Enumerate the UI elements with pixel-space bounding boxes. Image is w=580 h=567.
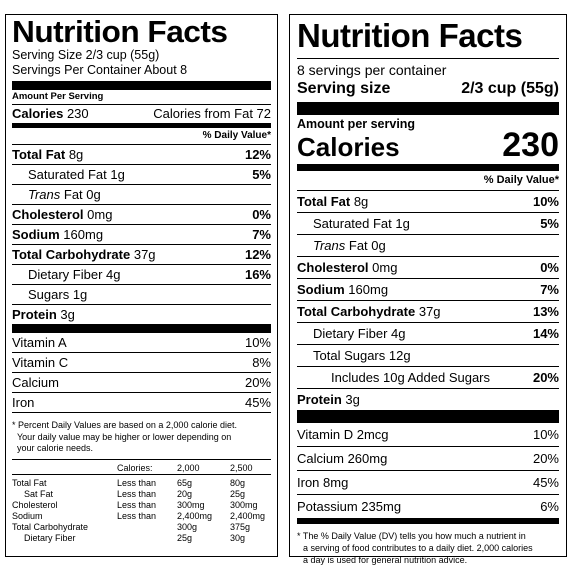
old-servings-per-container: Servings Per Container About 8 [12,63,188,77]
old-dv-table-row: Total Carbohydrate 300g 375g [12,521,251,532]
old-row-vitamin-a: Vitamin A 10% [12,335,271,350]
old-dv-table-row: Sat Fat Less than 20g 25g [24,488,246,499]
old-dv-table-row: Sodium Less than 2,400mg 2,400mg [12,510,266,521]
old-calories-row: Calories 230 Calories from Fat 72 [12,104,271,123]
new-row-total-fat: Total Fat 8g 10% [297,190,559,212]
old-dv-table-row: Cholesterol Less than 300mg 300mg [12,499,258,510]
old-dv-header: % Daily Value* [202,130,271,141]
new-row-sodium: Sodium 160mg 7% [297,278,559,300]
new-row-iron: Iron 8mg 45% [297,470,559,494]
new-calories-value: 230 [502,126,559,164]
old-row-sodium: Sodium 160mg 7% [12,224,271,244]
new-thick-divider [297,102,559,115]
new-servings-per-container: 8 servings per container [297,62,447,78]
new-label-title: Nutrition Facts [297,17,523,54]
old-nutrition-label: Nutrition Facts Serving Size 2/3 cup (55… [5,14,278,557]
old-thick-divider-2 [12,324,271,333]
old-row-protein: Protein 3g [12,304,271,324]
old-row-sugars: Sugars 1g [12,284,271,304]
old-medium-divider [12,123,271,128]
old-row-calcium: Calcium 20% [12,372,271,392]
old-row-trans-fat: Trans Fat 0g [12,184,271,204]
new-footnote: * The % Daily Value (DV) tells you how m… [297,531,533,565]
old-calories: Calories 230 [12,106,89,121]
old-amount-per-serving: Amount Per Serving [12,91,104,102]
old-row-vitamin-c: Vitamin C 8% [12,352,271,372]
new-amount-per-serving: Amount per serving [297,117,416,131]
new-serving-size-label: Serving size [297,80,391,97]
old-row-dietary-fiber: Dietary Fiber 4g 16% [12,264,271,284]
old-row-total-fat: Total Fat 8g 12% [12,144,271,164]
new-calories-row: Calories 230 [297,126,559,164]
new-bottom-divider [297,518,559,524]
new-calories-label: Calories [297,132,400,162]
old-dv-table-row: Dietary Fiber 25g 30g [24,532,246,543]
new-nutrition-label: Nutrition Facts 8 servings per container… [289,14,567,565]
new-medium-divider [297,164,559,171]
old-calories-from-fat: Calories from Fat 72 [153,106,271,121]
old-dv-table-header: Calories: 2,000 2,500 [117,462,253,473]
new-row-potassium: Potassium 235mg 6% [297,494,559,518]
new-row-calcium: Calcium 260mg 20% [297,446,559,470]
old-serving-size: Serving Size 2/3 cup (55g) [12,48,160,62]
new-row-saturated-fat: Saturated Fat 1g 5% [297,212,559,234]
old-row-saturated-fat: Saturated Fat 1g 5% [12,164,271,184]
old-label-title: Nutrition Facts [12,14,228,49]
new-serving-size-value: 2/3 cup (55g) [461,80,559,97]
old-row-iron: Iron 45% [12,392,271,412]
new-dv-header: % Daily Value* [483,174,559,186]
new-thick-divider-2 [297,410,559,423]
new-row-cholesterol: Cholesterol 0mg 0% [297,256,559,278]
old-row-total-carbohydrate: Total Carbohydrate 37g 12% [12,244,271,264]
new-row-total-carbohydrate: Total Carbohydrate 37g 13% [297,300,559,322]
new-row-vitamin-d: Vitamin D 2mcg 10% [297,427,559,442]
new-serving-size-row: Serving size 2/3 cup (55g) [297,79,559,98]
old-row-cholesterol: Cholesterol 0mg 0% [12,204,271,224]
new-row-total-sugars: Total Sugars 12g [297,344,559,366]
new-row-trans-fat: Trans Fat 0g [297,234,559,256]
new-row-added-sugars: Includes 10g Added Sugars 20% [297,366,559,388]
new-row-protein: Protein 3g [297,388,559,410]
old-dv-reference-table: Calories: 2,000 2,500 Total Fat Less than… [12,458,271,544]
new-row-dietary-fiber: Dietary Fiber 4g 14% [297,322,559,344]
old-footnote: * Percent Daily Values are based on a 2,… [12,412,271,459]
old-thick-divider [12,81,271,90]
old-dv-table-row: Total Fat Less than 65g 80g [12,477,246,488]
